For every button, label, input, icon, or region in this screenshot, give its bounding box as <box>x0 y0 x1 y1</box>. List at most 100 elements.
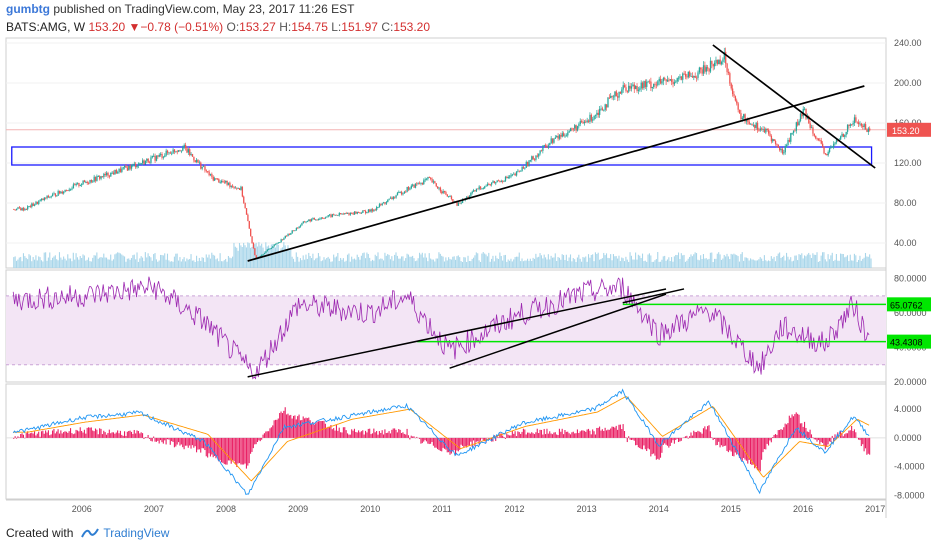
macd-histogram-bar <box>536 428 538 438</box>
candle-body <box>571 128 573 130</box>
candle-body <box>69 189 72 191</box>
macd-histogram-bar <box>442 437 444 448</box>
candle-body <box>633 84 635 90</box>
candle-body <box>496 180 498 183</box>
volume-bar <box>641 253 644 268</box>
macd-histogram-bar <box>338 427 340 438</box>
macd-histogram-bar <box>507 434 509 438</box>
macd-histogram-bar <box>335 425 337 438</box>
candle-body <box>713 62 716 67</box>
volume-bar <box>809 254 811 268</box>
volume-bar <box>752 259 754 268</box>
macd-histogram-bar <box>392 428 394 438</box>
volume-bar <box>233 242 235 268</box>
candle-body <box>788 139 791 142</box>
volume-bar <box>590 254 592 268</box>
volume-bar <box>863 257 865 268</box>
candle-body <box>360 212 363 214</box>
macd-histogram-bar <box>657 437 659 459</box>
macd-histogram-bar <box>615 425 617 438</box>
volume-bar <box>99 257 101 268</box>
candle-body <box>438 187 440 189</box>
volume-bar <box>587 254 590 268</box>
volume-bar <box>554 253 556 268</box>
rsi-trendline <box>449 293 667 369</box>
candle-body <box>387 199 389 203</box>
volume-bar <box>849 254 851 268</box>
candle-body <box>820 140 822 144</box>
volume-bar <box>851 260 853 268</box>
candle-body <box>614 91 616 97</box>
macd-histogram-bar <box>421 437 423 444</box>
volume-bar <box>844 257 846 268</box>
candle-body <box>299 225 302 227</box>
rsi-level-label: 43.4308 <box>890 338 923 348</box>
macd-histogram-bar <box>464 437 466 447</box>
candle-body <box>308 219 310 222</box>
candle-body <box>35 201 37 205</box>
candle-body <box>779 147 781 151</box>
macd-histogram-bar <box>755 437 757 467</box>
macd-histogram-bar <box>805 427 807 438</box>
candle-body <box>553 138 555 143</box>
volume-bar <box>207 257 209 268</box>
volume-bar <box>859 255 861 268</box>
volume-bar <box>442 256 444 268</box>
macd-histogram-bar <box>474 437 476 447</box>
volume-bar <box>610 254 612 268</box>
candle-body <box>423 180 425 185</box>
candle-body <box>525 161 527 168</box>
chart-canvas[interactable]: 240.00200.00160.00120.0080.0040.00153.20… <box>0 0 932 520</box>
volume-bar <box>722 258 724 268</box>
macd-histogram-bar <box>388 431 390 438</box>
candle-body <box>162 156 165 158</box>
candle-body <box>545 145 547 147</box>
macd-histogram-bar <box>801 423 803 438</box>
candle-body <box>695 77 698 79</box>
volume-bar <box>370 261 372 268</box>
volume-bar <box>639 255 641 268</box>
macd-histogram-bar <box>86 427 88 438</box>
candle-body <box>288 233 291 235</box>
author[interactable]: gumbtg <box>6 2 50 16</box>
volume-bar <box>166 253 169 268</box>
macd-histogram-bar <box>356 432 358 438</box>
macd-histogram-bar <box>605 430 608 438</box>
candle-body <box>412 184 414 186</box>
macd-histogram-bar <box>859 437 861 441</box>
macd-histogram-bar <box>135 433 137 438</box>
macd-histogram-bar <box>452 437 454 452</box>
volume-bar <box>497 259 500 268</box>
tradingview-brand[interactable]: TradingView <box>103 526 170 540</box>
macd-histogram-bar <box>200 437 202 453</box>
macd-histogram-bar <box>136 430 138 438</box>
macd-histogram-bar <box>514 431 516 438</box>
volume-bar <box>85 260 87 268</box>
volume-bar <box>785 252 788 268</box>
macd-histogram-bar <box>758 437 760 471</box>
volume-bar <box>290 249 292 268</box>
volume-bar <box>97 258 99 268</box>
macd-histogram-bar <box>779 429 781 438</box>
volume-bar <box>455 259 457 268</box>
volume-bar <box>569 254 572 268</box>
volume-bar <box>761 258 763 268</box>
macd-histogram-bar <box>74 433 76 438</box>
candle-body <box>460 202 462 204</box>
tradingview-logo-icon <box>81 528 100 538</box>
candle-body <box>276 243 278 245</box>
macd-histogram-bar <box>532 433 534 438</box>
candle-body <box>122 167 124 169</box>
candle-body <box>766 128 768 130</box>
candle-body <box>373 209 375 212</box>
candle-body <box>586 120 588 122</box>
volume-bar <box>572 258 574 268</box>
macd-histogram-bar <box>150 437 152 441</box>
candle-body <box>668 79 670 81</box>
candle-body <box>859 123 861 125</box>
candle-body <box>248 221 250 229</box>
macd-histogram-bar <box>794 414 796 438</box>
volume-bar <box>604 255 606 268</box>
macd-histogram-bar <box>104 432 106 438</box>
volume-bar <box>412 255 414 268</box>
